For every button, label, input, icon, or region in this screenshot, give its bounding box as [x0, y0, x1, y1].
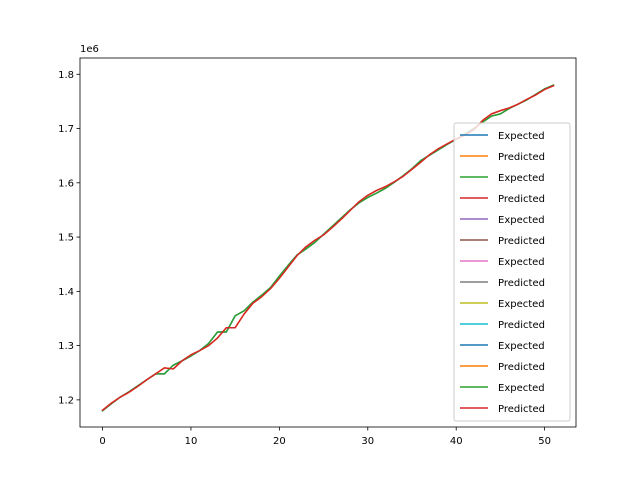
legend-label: Predicted — [498, 194, 545, 205]
legend-label: Expected — [498, 257, 545, 268]
legend-label: Predicted — [498, 236, 545, 247]
y-tick-label: 1.7 — [58, 124, 74, 135]
y-tick-label: 1.6 — [58, 178, 74, 189]
legend-label: Expected — [498, 341, 545, 352]
y-tick-label: 1.5 — [58, 233, 74, 244]
x-tick-label: 20 — [273, 436, 286, 447]
legend: Expected Predicted Expected Predicted Expect… — [453, 122, 571, 422]
x-tick-label: 10 — [185, 436, 198, 447]
legend-label: Expected — [498, 299, 545, 310]
x-tick-label: 40 — [450, 436, 463, 447]
x-tick-label: 30 — [361, 436, 374, 447]
axes-layer: 0 10 20 30 40 50 1.2 1.3 1.4 1.5 1.6 1.7 1.8 — [58, 57, 577, 447]
legend-label: Expected — [498, 173, 545, 184]
legend-box — [453, 122, 571, 422]
legend-label: Predicted — [498, 152, 545, 163]
legend-label: Expected — [498, 131, 545, 142]
legend-label: Expected — [498, 383, 545, 394]
legend-label: Predicted — [498, 278, 545, 289]
legend-label: Expected — [498, 215, 545, 226]
y-tick-label: 1.8 — [58, 70, 74, 81]
legend-label: Predicted — [498, 362, 545, 373]
y-tick-label: 1.2 — [58, 395, 74, 406]
legend-label: Predicted — [498, 320, 545, 331]
x-tick-label: 0 — [99, 436, 105, 447]
y-offset-label: 1e6 — [80, 44, 99, 55]
y-tick-label: 1.4 — [58, 287, 74, 298]
plot-frame — [79, 57, 577, 428]
y-tick-label: 1.3 — [58, 341, 74, 352]
x-tick-label: 50 — [538, 436, 551, 447]
legend-label: Predicted — [498, 404, 545, 415]
